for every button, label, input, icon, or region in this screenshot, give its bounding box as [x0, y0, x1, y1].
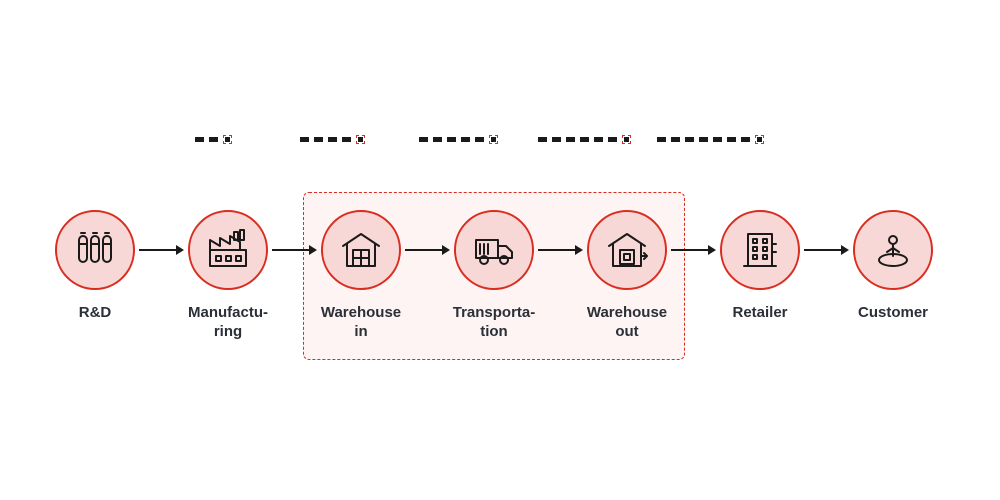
rd-circle: [55, 210, 135, 290]
warehouse-out-circle: [587, 210, 667, 290]
manufacturing-circle: [188, 210, 268, 290]
progress-dashes-3: [538, 135, 631, 144]
customer-label: Customer: [858, 304, 928, 323]
progress-end-marker: [489, 135, 498, 144]
progress-end-marker: [223, 135, 232, 144]
warehouse-in-circle: [321, 210, 401, 290]
retailer-label: Retailer: [732, 304, 787, 323]
manufacturing-label: Manufactu- ring: [188, 304, 268, 342]
node-transportation: Transporta- tion: [444, 210, 544, 342]
progress-end-marker: [755, 135, 764, 144]
warehouse-out-label: Warehouse out: [587, 304, 667, 342]
person-pin-icon: [869, 226, 917, 274]
customer-circle: [853, 210, 933, 290]
node-customer: Customer: [843, 210, 943, 323]
building-icon: [736, 226, 784, 274]
node-warehouse-in: Warehouse in: [311, 210, 411, 342]
node-rd: R&D: [45, 210, 145, 323]
flask-icon: [71, 226, 119, 274]
supply-chain-diagram: R&D Manufactu- ring Warehouse in Transporta…: [0, 0, 1000, 500]
warehouse-in-label: Warehouse in: [321, 304, 401, 342]
rd-label: R&D: [79, 304, 112, 323]
truck-icon: [470, 226, 518, 274]
retailer-circle: [720, 210, 800, 290]
node-warehouse-out: Warehouse out: [577, 210, 677, 342]
progress-end-marker: [622, 135, 631, 144]
progress-dashes-4: [657, 135, 764, 144]
transportation-circle: [454, 210, 534, 290]
progress-dashes-1: [300, 135, 365, 144]
factory-icon: [204, 226, 252, 274]
node-retailer: Retailer: [710, 210, 810, 323]
warehouse-out-icon: [603, 226, 651, 274]
progress-end-marker: [356, 135, 365, 144]
progress-dashes-2: [419, 135, 498, 144]
warehouse-in-icon: [337, 226, 385, 274]
progress-dashes-0: [195, 135, 232, 144]
transportation-label: Transporta- tion: [453, 304, 536, 342]
node-manufacturing: Manufactu- ring: [178, 210, 278, 342]
